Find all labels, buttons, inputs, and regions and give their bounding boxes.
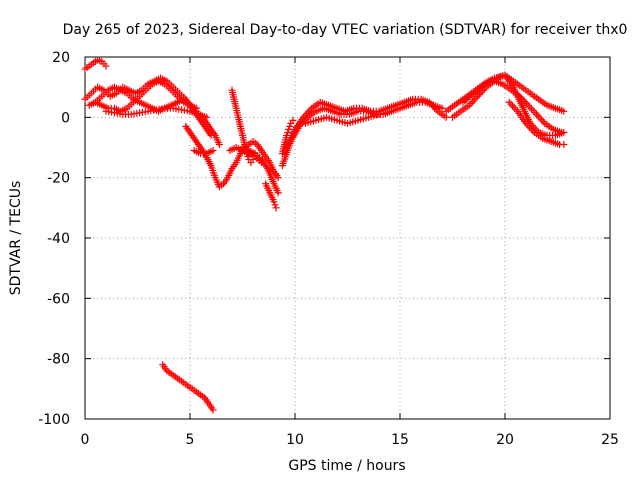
data-point (526, 103, 534, 111)
y-tick-label: -20 (47, 171, 70, 187)
data-point (539, 118, 547, 126)
data-point (272, 204, 280, 212)
x-tick-label: 5 (186, 432, 195, 448)
x-tick-label: 20 (496, 432, 514, 448)
series-arc-mid-b (190, 147, 217, 158)
data-point (442, 113, 450, 121)
data-point (375, 110, 383, 118)
data-point (529, 107, 537, 115)
y-tick-label: -100 (38, 412, 70, 428)
data-point (257, 159, 265, 167)
series-arc-mid-e (262, 180, 280, 212)
series-arc-mid-a (182, 122, 282, 191)
data-point (509, 102, 517, 110)
data-point (536, 114, 544, 122)
data-point (533, 110, 540, 118)
data-point (527, 105, 535, 113)
axis-ticks (84, 56, 611, 420)
data-point (560, 107, 568, 115)
data-point (538, 116, 546, 124)
series-arc-mid-f (226, 144, 265, 167)
data-point (102, 62, 110, 70)
y-tick-label: -60 (47, 291, 70, 307)
series-arc-early-d (102, 104, 211, 121)
series-arc-early-high (81, 56, 110, 73)
y-axis-label: SDTVAR / TECUs (8, 181, 24, 296)
x-tick-label: 15 (391, 432, 409, 448)
data-point (560, 128, 568, 136)
y-tick-label: -80 (47, 352, 70, 368)
data-marks (81, 56, 568, 414)
x-tick-labels: 0 5 10 15 20 25 (81, 432, 619, 448)
data-point (510, 104, 518, 112)
data-point (215, 140, 223, 148)
chart-title: Day 265 of 2023, Sidereal Day-to-day VTE… (63, 22, 628, 38)
data-point (284, 128, 292, 136)
y-tick-label: 20 (52, 50, 70, 66)
data-point (286, 122, 294, 130)
series-arc-late-c (302, 110, 383, 127)
grid (85, 57, 610, 419)
y-tick-labels: -100 -80 -60 -40 -20 0 20 (38, 50, 70, 428)
data-point (289, 116, 297, 124)
data-point (270, 198, 278, 206)
data-point (203, 113, 211, 121)
data-point (274, 189, 282, 197)
x-axis-label: GPS time / hours (288, 458, 405, 474)
data-point (438, 104, 446, 112)
series-arc-outlier (159, 361, 217, 414)
data-point (209, 147, 217, 155)
x-tick-label: 10 (286, 432, 304, 448)
data-point (505, 98, 513, 106)
data-point (507, 100, 515, 108)
x-tick-label: 25 (601, 432, 619, 448)
data-point (285, 125, 293, 133)
series-arc-end-d (505, 98, 568, 148)
data-point (274, 174, 282, 182)
data-point (271, 201, 279, 209)
x-tick-label: 0 (81, 432, 90, 448)
series-arc-early-c (92, 77, 200, 115)
data-point (560, 140, 568, 148)
y-tick-label: -40 (47, 231, 70, 247)
data-point (512, 105, 520, 113)
series-arc-late-a (278, 98, 446, 170)
data-point (534, 112, 542, 120)
y-tick-label: 0 (61, 110, 70, 126)
data-point (209, 406, 217, 414)
data-point (531, 109, 539, 117)
series-arc-end-c (459, 71, 568, 139)
